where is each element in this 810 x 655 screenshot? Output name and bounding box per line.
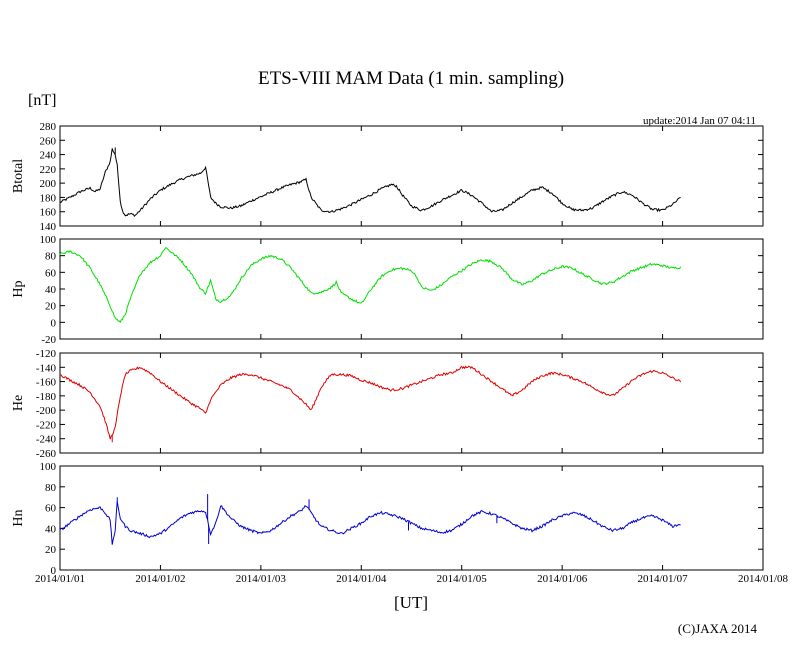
credit-text: (C)JAXA 2014 [678,621,758,636]
panel-btotal: 280 260 240 220 200 180 160 140 Btotal [11,121,764,233]
hp-ytick-label: 60 [45,267,57,279]
hn-ytick-label: 0 [51,565,57,577]
hp-ytick-label: 0 [51,317,57,329]
hp-ytick-label: 100 [40,234,57,246]
btotal-series-line [59,148,681,218]
he-ytick-label: -200 [36,405,57,417]
btotal-ytick-label: 280 [40,121,57,133]
hn-frame [59,465,764,571]
btotal-ylabel: Btotal [11,159,26,193]
unit-label: [nT] [28,92,56,109]
he-ytick-label: -240 [36,434,57,446]
he-ytick-label: -140 [36,362,57,374]
xtick-label: 2014/01/06 [537,573,588,585]
xtick-label: 2014/01/01 [35,573,85,585]
btotal-ytick-label: 260 [40,135,57,147]
he-ylabel: He [11,395,26,411]
hn-series-line [59,501,681,545]
hn-ytick-label: 60 [45,503,57,515]
chart-title: ETS-VIII MAM Data (1 min. sampling) [258,68,564,89]
btotal-frame [59,125,764,227]
btotal-ytick-label: 240 [40,150,57,162]
hn-ytick-label: 40 [45,523,57,535]
he-ytick-label: -120 [36,348,57,360]
btotal-ytick-label: 200 [40,178,57,190]
hn-ytick-label: 20 [45,544,57,556]
panel-hp: 100 80 60 40 20 0 -20 Hp [11,234,764,346]
xtick-label: 2014/01/07 [638,573,689,585]
hn-ytick-label: 80 [45,482,57,494]
hp-ytick-label: 80 [45,251,57,263]
update-timestamp: update:2014 Jan 07 04:11 [643,115,756,127]
hp-ytick-label: 40 [45,284,57,296]
xtick-label: 2014/01/05 [437,573,488,585]
he-ytick-label: -220 [36,419,57,431]
btotal-ytick-label: 140 [40,221,57,233]
hn-ylabel: Hn [11,509,26,526]
xtick-label: 2014/01/04 [336,573,387,585]
btotal-ytick-label: 220 [40,164,57,176]
panel-hn: 100 80 60 40 20 0 Hn [11,461,764,577]
hp-frame [59,238,764,340]
he-ytick-label: -180 [36,391,57,403]
panels-group: 280260240220200180160140Btotal1008060402… [11,121,764,577]
hp-ytick-label: 20 [45,301,57,313]
btotal-ytick-label: 160 [40,207,57,219]
xtick-label: 2014/01/03 [236,573,287,585]
hp-ylabel: Hp [11,280,26,297]
x-axis: 2014/01/01 2014/01/02 2014/01/03 2014/01/04… [35,573,789,585]
he-series-line [59,365,682,440]
he-ytick-label: -260 [36,448,57,460]
hp-ytick-label: -20 [41,334,56,346]
hp-series-line [59,247,682,324]
he-ytick-label: -160 [36,377,57,389]
hn-ytick-label: 100 [40,461,57,473]
btotal-ytick-label: 180 [40,192,57,204]
he-frame [59,352,764,454]
panel-he: -120 -140 -160 -180 -200 -220 -240 -260 He [11,348,764,460]
xtick-label: 2014/01/08 [738,573,789,585]
x-axis-label: [UT] [394,593,428,612]
xtick-label: 2014/01/02 [135,573,185,585]
